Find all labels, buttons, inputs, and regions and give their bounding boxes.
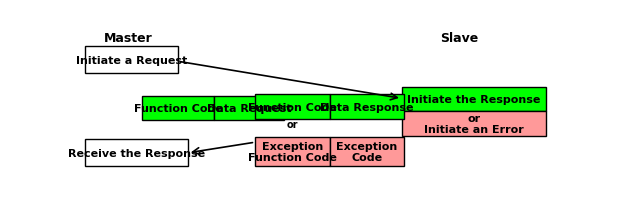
Text: Initiate a Request: Initiate a Request — [76, 55, 187, 65]
FancyBboxPatch shape — [402, 87, 546, 111]
Text: Exception
Code: Exception Code — [337, 141, 397, 163]
Text: Data Request: Data Request — [207, 104, 291, 114]
FancyBboxPatch shape — [330, 95, 404, 119]
Text: Exception
Function Code: Exception Function Code — [248, 141, 337, 163]
FancyBboxPatch shape — [255, 137, 330, 167]
FancyBboxPatch shape — [215, 97, 284, 121]
Text: Data Response: Data Response — [321, 102, 414, 112]
Text: Receive the Response: Receive the Response — [68, 148, 205, 158]
Text: Function Code: Function Code — [134, 104, 223, 114]
FancyBboxPatch shape — [85, 47, 179, 74]
Text: or
Initiate an Error: or Initiate an Error — [424, 113, 524, 135]
Text: Master: Master — [104, 32, 153, 45]
Text: Function Code: Function Code — [248, 102, 337, 112]
Text: or: or — [287, 119, 298, 129]
Text: Slave: Slave — [440, 32, 479, 45]
FancyBboxPatch shape — [330, 137, 404, 167]
FancyBboxPatch shape — [143, 97, 215, 121]
FancyBboxPatch shape — [402, 111, 546, 136]
Text: Initiate the Response: Initiate the Response — [407, 94, 541, 104]
FancyBboxPatch shape — [255, 95, 330, 119]
FancyBboxPatch shape — [85, 139, 188, 167]
